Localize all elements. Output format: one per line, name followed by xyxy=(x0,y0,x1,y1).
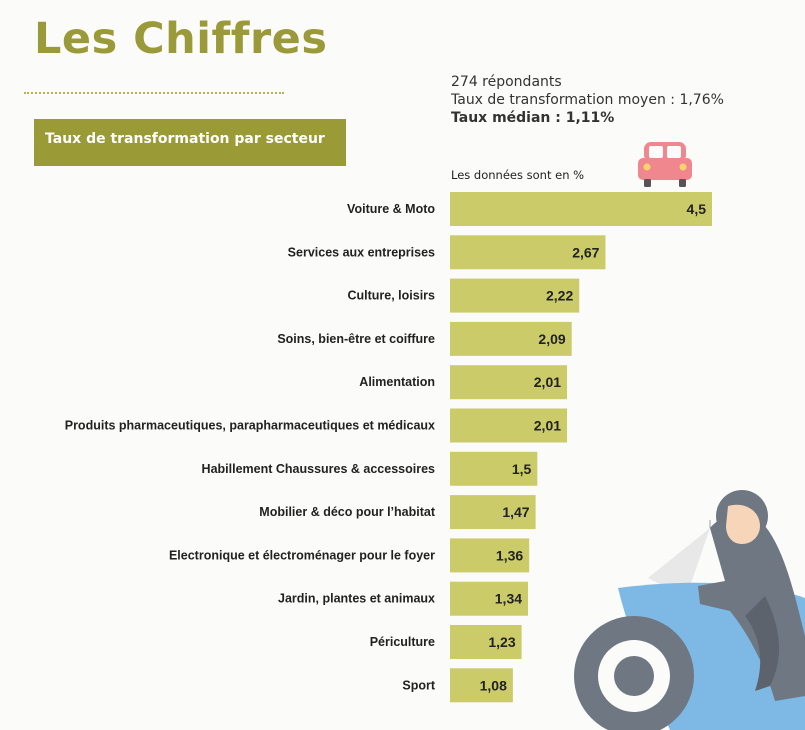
section-header: Taux de transformation par secteur xyxy=(34,119,346,166)
bar xyxy=(450,192,712,226)
bar xyxy=(450,538,530,573)
bar xyxy=(450,495,536,530)
category-label: Jardin, plantes et animaux xyxy=(278,592,435,606)
value-label: 1,5 xyxy=(512,461,532,477)
page-title: Les Chiffres xyxy=(34,14,328,64)
category-label: Voiture & Moto xyxy=(347,202,435,216)
bar xyxy=(450,581,529,616)
section-label: Taux de transformation par secteur xyxy=(45,131,325,147)
summary-stats: 274 répondants Taux de transformation mo… xyxy=(451,73,724,127)
bar xyxy=(450,408,568,443)
dotted-divider xyxy=(24,92,284,94)
category-label: Culture, loisirs xyxy=(347,289,435,303)
category-label: Services aux entreprises xyxy=(288,245,435,259)
value-label: 2,09 xyxy=(538,331,565,347)
category-label: Produits pharmaceutiques, parapharmaceut… xyxy=(65,419,435,433)
value-label: 2,01 xyxy=(534,418,561,434)
car-icon xyxy=(638,142,692,187)
bar xyxy=(450,668,513,703)
category-label: Electronique et électroménager pour le f… xyxy=(169,548,435,562)
mean-rate: Taux de transformation moyen : 1,76% xyxy=(451,92,724,108)
category-label: Périculture xyxy=(370,635,435,649)
category-label: Habillement Chaussures & accessoires xyxy=(202,462,435,476)
motorcycle-rider-icon xyxy=(574,490,805,730)
value-label: 1,08 xyxy=(480,677,507,693)
units-note: Les données sont en % xyxy=(451,168,585,182)
value-label: 1,23 xyxy=(488,634,515,650)
value-label: 1,36 xyxy=(496,547,523,563)
bar xyxy=(450,235,606,270)
value-label: 4,5 xyxy=(687,201,707,217)
category-label: Soins, bien-être et coiffure xyxy=(277,332,435,346)
value-label: 2,01 xyxy=(534,374,561,390)
bar xyxy=(450,321,572,356)
median-rate: Taux médian : 1,11% xyxy=(451,110,615,126)
respondents-count: 274 répondants xyxy=(451,74,562,90)
bar xyxy=(450,625,522,659)
bar xyxy=(450,278,580,313)
category-label: Alimentation xyxy=(359,375,435,389)
value-label: 1,47 xyxy=(502,504,529,520)
bar xyxy=(450,451,538,486)
value-label: 2,22 xyxy=(546,288,573,304)
category-label: Mobilier & déco pour l’habitat xyxy=(259,505,436,519)
value-label: 1,34 xyxy=(495,591,522,607)
value-label: 2,67 xyxy=(572,244,599,260)
bar xyxy=(450,365,568,400)
category-label: Sport xyxy=(402,678,435,692)
